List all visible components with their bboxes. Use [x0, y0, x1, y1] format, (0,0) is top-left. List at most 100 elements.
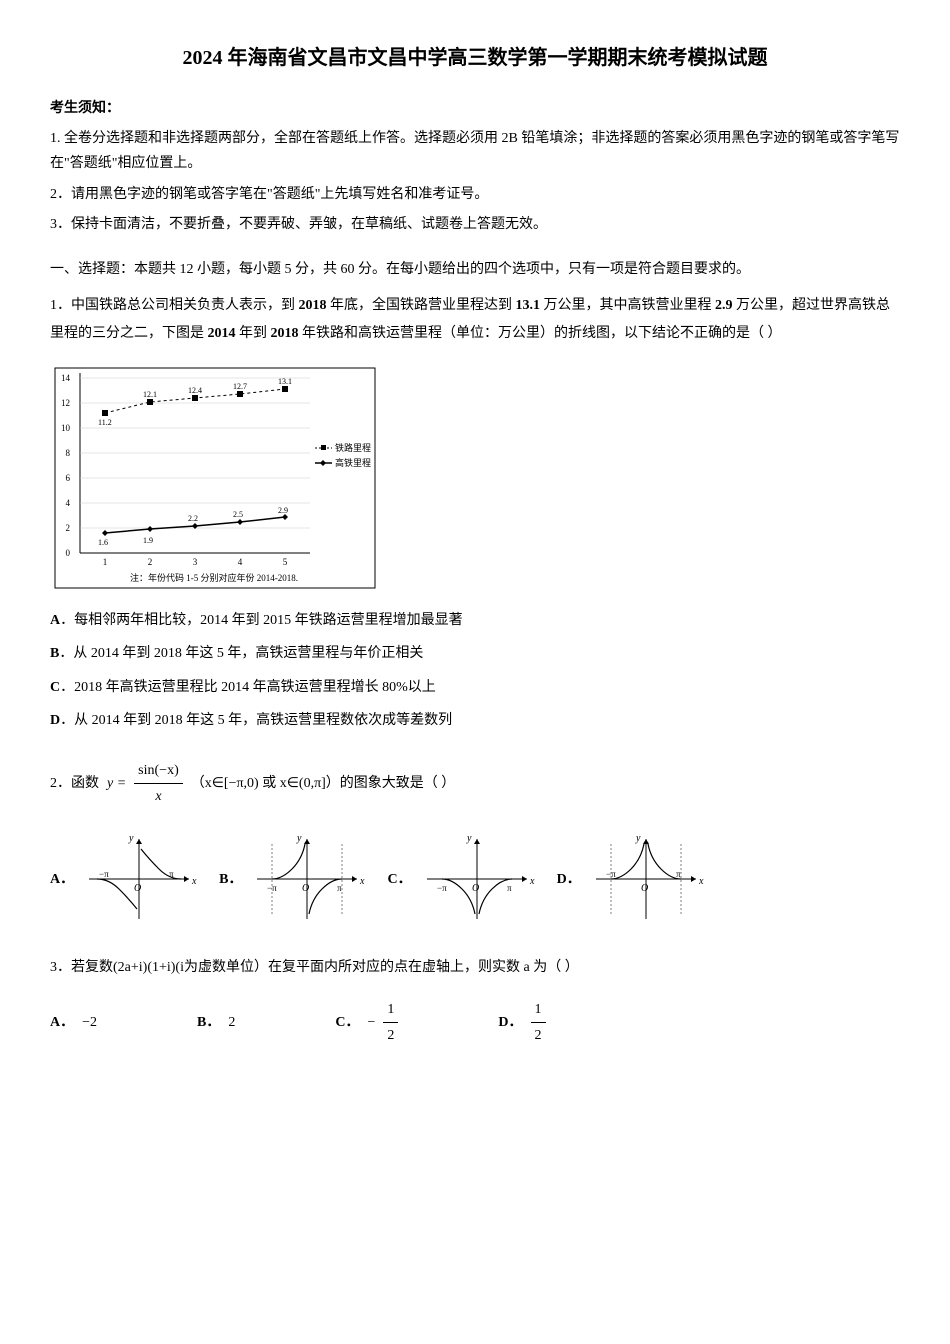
svg-text:−π: −π — [437, 883, 447, 893]
question-1: 1．中国铁路总公司相关负责人表示，到 2018 年底，全国铁路营业里程达到 13… — [50, 292, 900, 733]
q3-c-sign: − — [368, 1010, 376, 1035]
q2-domain: （x∈[−π,0) 或 x∈(0,π]）的图象大致是（ ） — [191, 771, 456, 796]
question-2: 2．函数 y = sin(−x) x （x∈[−π,0) 或 x∈(0,π]）的… — [50, 758, 900, 929]
legend-railway: 铁路里程 — [335, 442, 371, 453]
q3-d-label: D． — [498, 1010, 522, 1035]
q1-t3: 万公里，其中高铁营业里程 — [540, 298, 715, 313]
svg-text:2.9: 2.9 — [278, 506, 288, 515]
q2-den: x — [134, 784, 183, 809]
q3-suffix: ）在复平面内所对应的点在虚轴上，则实数 a 为（ ） — [254, 960, 579, 975]
q3-c-den: 2 — [383, 1023, 398, 1048]
section-header: 一、选择题：本题共 12 小题，每小题 5 分，共 60 分。在每小题给出的四个… — [50, 257, 900, 282]
svg-text:11.2: 11.2 — [98, 418, 112, 427]
q1-t5: 年到 — [236, 326, 271, 341]
q2-c-label: C． — [387, 867, 411, 892]
q1-options: A．每相邻两年相比较，2014 年到 2015 年铁路运营里程增加最显著 B．从… — [50, 608, 900, 733]
svg-text:1.9: 1.9 — [143, 536, 153, 545]
q3-d-den: 2 — [531, 1023, 546, 1048]
q2-y: y = — [107, 771, 126, 796]
svg-text:x: x — [529, 876, 535, 887]
subtitle: 考生须知： — [50, 96, 900, 121]
q1-opt-a-text: ．每相邻两年相比较，2014 年到 2015 年铁路运营里程增加最显著 — [60, 613, 463, 628]
q3-option-a: A． −2 — [50, 997, 97, 1048]
q3-expr: (2a+i)(1+i)(i — [113, 960, 184, 975]
svg-text:2.2: 2.2 — [188, 514, 198, 523]
svg-text:O: O — [134, 883, 141, 894]
svg-text:4: 4 — [66, 498, 71, 508]
graph-c-svg: O x y −π π — [417, 829, 537, 929]
q3-d-num: 1 — [531, 997, 546, 1023]
instruction-2: 2．请用黑色字迹的钢笔或答字笔在"答题纸"上先填写姓名和准考证号。 — [50, 182, 900, 207]
q3-option-d: D． 1 2 — [498, 997, 545, 1048]
svg-text:3: 3 — [193, 557, 198, 567]
svg-text:y: y — [296, 833, 302, 844]
q2-option-a: A． O x y −π π — [50, 829, 199, 929]
line-chart-svg: 0 2 4 6 8 10 12 14 1 2 3 4 5 11.2 12.1 1… — [50, 363, 380, 593]
svg-text:O: O — [641, 883, 648, 894]
q2-text: 2．函数 y = sin(−x) x （x∈[−π,0) 或 x∈(0,π]）的… — [50, 758, 900, 809]
svg-text:5: 5 — [283, 557, 288, 567]
q1-t1: 1．中国铁路总公司相关负责人表示，到 — [50, 298, 299, 313]
q3-a-val: −2 — [82, 1010, 97, 1035]
q3-c-num: 1 — [383, 997, 398, 1023]
svg-text:y: y — [635, 833, 641, 844]
svg-text:O: O — [302, 883, 309, 894]
q2-b-label: B． — [219, 867, 242, 892]
q2-num: sin(−x) — [134, 758, 183, 784]
q1-b5: 2018 — [271, 326, 299, 341]
svg-text:1: 1 — [103, 557, 108, 567]
q1-option-b: B．从 2014 年到 2018 年这 5 年，高铁运营里程与年价正相关 — [50, 641, 900, 666]
q2-option-b: B． O x y −π π — [219, 829, 367, 929]
question-3: 3．若复数(2a+i)(1+i)(i为虚数单位）在复平面内所对应的点在虚轴上，则… — [50, 954, 900, 1048]
q2-fraction: sin(−x) x — [134, 758, 183, 809]
q3-option-b: B． 2 — [197, 997, 235, 1048]
q2-d-label: D． — [557, 867, 581, 892]
svg-text:12.1: 12.1 — [143, 390, 157, 399]
instruction-1: 1. 全卷分选择题和非选择题两部分，全部在答题纸上作答。选择题必须用 2B 铅笔… — [50, 126, 900, 176]
svg-text:12.7: 12.7 — [233, 382, 247, 391]
q2-option-c: C． O x y −π π — [387, 829, 536, 929]
q1-chart: 0 2 4 6 8 10 12 14 1 2 3 4 5 11.2 12.1 1… — [50, 363, 380, 593]
q2-option-d: D． O x y −π π — [557, 829, 706, 929]
svg-text:x: x — [698, 876, 704, 887]
svg-text:10: 10 — [61, 423, 71, 433]
q3-c-frac: 1 2 — [383, 997, 398, 1048]
svg-text:6: 6 — [66, 473, 71, 483]
svg-text:2: 2 — [148, 557, 153, 567]
svg-text:12: 12 — [61, 398, 70, 408]
svg-text:14: 14 — [61, 373, 71, 383]
svg-text:0: 0 — [66, 548, 71, 558]
svg-text:x: x — [359, 876, 365, 887]
q1-text: 1．中国铁路总公司相关负责人表示，到 2018 年底，全国铁路营业里程达到 13… — [50, 292, 900, 348]
q3-b-label: B． — [197, 1010, 220, 1035]
graph-a-svg: O x y −π π — [79, 829, 199, 929]
svg-text:13.1: 13.1 — [278, 377, 292, 386]
graph-d-svg: O x y −π π — [586, 829, 706, 929]
q1-t6: 年铁路和高铁运营里程（单位：万公里）的折线图，以下结论不正确的是（ ） — [299, 326, 782, 341]
q1-opt-d-text: ．从 2014 年到 2018 年这 5 年，高铁运营里程数依次成等差数列 — [60, 713, 452, 728]
q1-b3: 2.9 — [715, 298, 733, 313]
q1-b4: 2014 — [208, 326, 236, 341]
svg-text:12.4: 12.4 — [188, 386, 202, 395]
q3-b-val: 2 — [228, 1010, 235, 1035]
svg-text:2: 2 — [66, 523, 71, 533]
q3-d-frac: 1 2 — [531, 997, 546, 1048]
svg-text:π: π — [676, 869, 681, 879]
q1-option-c: C．2018 年高铁运营里程比 2014 年高铁运营里程增长 80%以上 — [50, 675, 900, 700]
q3-text: 3．若复数(2a+i)(1+i)(i为虚数单位）在复平面内所对应的点在虚轴上，则… — [50, 954, 900, 982]
svg-text:O: O — [472, 883, 479, 894]
legend-highspeed: 高铁里程 — [335, 457, 371, 468]
q2-prefix: 2．函数 — [50, 771, 99, 796]
svg-text:y: y — [128, 833, 134, 844]
svg-text:2.5: 2.5 — [233, 510, 243, 519]
q3-a-label: A． — [50, 1010, 74, 1035]
q3-options: A． −2 B． 2 C． − 1 2 D． 1 2 — [50, 997, 900, 1048]
svg-text:4: 4 — [238, 557, 243, 567]
svg-text:8: 8 — [66, 448, 71, 458]
q3-mid: 为虚数单位 — [184, 960, 254, 975]
svg-text:y: y — [466, 833, 472, 844]
q1-option-a: A．每相邻两年相比较，2014 年到 2015 年铁路运营里程增加最显著 — [50, 608, 900, 633]
page-title: 2024 年海南省文昌市文昌中学高三数学第一学期期末统考模拟试题 — [50, 40, 900, 76]
q3-option-c: C． − 1 2 — [335, 997, 398, 1048]
svg-text:x: x — [191, 876, 197, 887]
